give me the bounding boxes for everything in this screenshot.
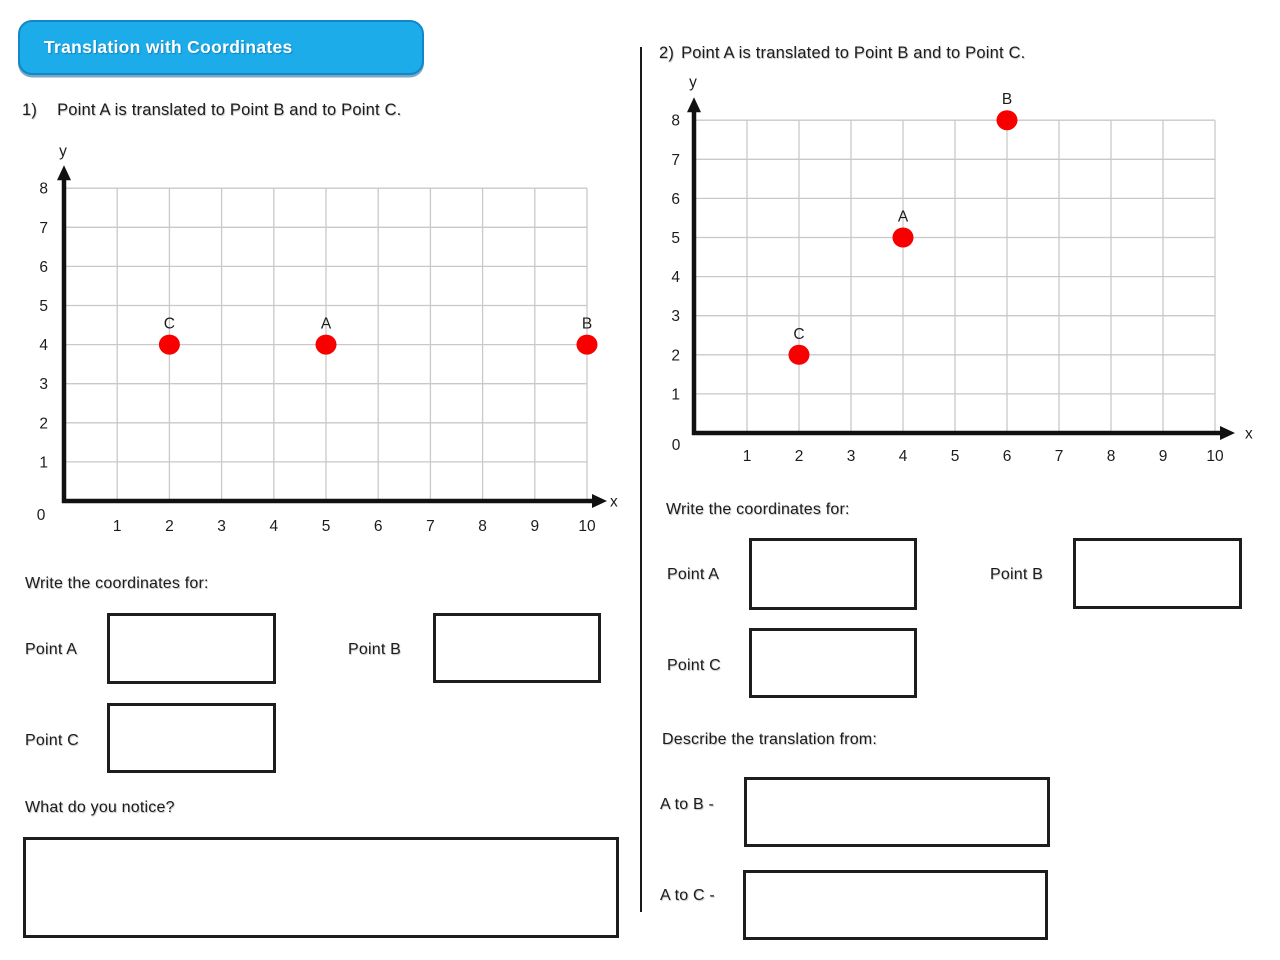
svg-text:2: 2	[795, 448, 804, 465]
svg-text:5: 5	[671, 230, 680, 247]
a-to-c-answer-box[interactable]	[743, 870, 1048, 940]
svg-text:8: 8	[1107, 448, 1116, 465]
svg-text:10: 10	[1206, 448, 1224, 465]
svg-text:4: 4	[39, 337, 48, 354]
svg-text:6: 6	[1003, 448, 1012, 465]
svg-text:7: 7	[426, 518, 435, 535]
notice-answer-box[interactable]	[23, 837, 619, 938]
svg-text:9: 9	[1159, 448, 1168, 465]
point-a-label-2: Point A	[667, 566, 720, 583]
point-b-answer-box-1[interactable]	[433, 613, 601, 683]
svg-text:4: 4	[671, 269, 680, 286]
svg-text:7: 7	[1055, 448, 1064, 465]
svg-text:A: A	[321, 316, 332, 333]
a-to-b-label: A to B -	[660, 796, 715, 813]
svg-text:6: 6	[671, 191, 680, 208]
svg-text:3: 3	[671, 308, 680, 325]
svg-text:9: 9	[530, 518, 539, 535]
point-c-answer-box-1[interactable]	[107, 703, 276, 773]
svg-text:0: 0	[672, 437, 681, 454]
describe-translation-label: Describe the translation from:	[662, 731, 877, 748]
svg-text:4: 4	[269, 518, 278, 535]
question-2-text: Point A is translated to Point B and to …	[681, 44, 1026, 62]
point-a-answer-box-2[interactable]	[749, 538, 917, 610]
svg-text:8: 8	[39, 181, 48, 198]
svg-text:B: B	[1002, 91, 1012, 108]
svg-text:3: 3	[217, 518, 226, 535]
point-c-answer-box-2[interactable]	[749, 628, 917, 698]
a-to-b-answer-box[interactable]	[744, 777, 1050, 847]
svg-text:C: C	[164, 316, 175, 333]
svg-text:6: 6	[39, 259, 48, 276]
question-1-heading: 1) Point A is translated to Point B and …	[22, 101, 401, 120]
question-2-number: 2)	[659, 44, 675, 62]
svg-text:A: A	[898, 209, 909, 226]
svg-text:1: 1	[113, 518, 122, 535]
worksheet-title-banner: Translation with Coordinates	[18, 20, 424, 75]
svg-text:y: y	[59, 143, 67, 160]
coordinate-grid-2: 1 2 3 4 5 6 7 8 9 10 1 2 3 4 5 6 7 8 0 y x C A B	[671, 74, 1253, 465]
svg-text:5: 5	[322, 518, 331, 535]
coordinate-grid-1: 1 2 3 4 5 6 7 8 9 10 1 2 3 4 5 6 7 8 0 y x C A B	[37, 143, 618, 535]
question-2-heading: 2) Point A is translated to Point B and …	[659, 44, 1025, 63]
point-b-answer-box-2[interactable]	[1073, 538, 1242, 609]
svg-text:1: 1	[671, 386, 680, 403]
svg-text:5: 5	[39, 298, 48, 315]
write-coordinates-label-1: Write the coordinates for:	[25, 575, 209, 592]
question-1-number: 1)	[22, 101, 38, 119]
svg-text:1: 1	[39, 454, 48, 471]
svg-text:4: 4	[899, 448, 908, 465]
svg-text:3: 3	[847, 448, 856, 465]
point-a-answer-box-1[interactable]	[107, 613, 276, 684]
svg-text:y: y	[689, 74, 697, 91]
svg-text:x: x	[1245, 426, 1253, 443]
svg-text:5: 5	[951, 448, 960, 465]
point-a-label-1: Point A	[25, 641, 78, 658]
svg-text:3: 3	[39, 376, 48, 393]
svg-text:2: 2	[39, 415, 48, 432]
column-divider	[640, 47, 642, 912]
point-c-label-1: Point C	[25, 732, 79, 749]
point-b-label-1: Point B	[348, 641, 401, 658]
svg-text:8: 8	[478, 518, 487, 535]
svg-text:7: 7	[39, 220, 48, 237]
svg-text:6: 6	[374, 518, 383, 535]
worksheet-title: Translation with Coordinates	[44, 37, 293, 57]
svg-text:7: 7	[671, 152, 680, 169]
point-c-label-2: Point C	[667, 657, 721, 674]
write-coordinates-label-2: Write the coordinates for:	[666, 501, 850, 518]
svg-text:0: 0	[37, 507, 46, 524]
svg-text:2: 2	[671, 347, 680, 364]
a-to-c-label: A to C -	[660, 887, 715, 904]
svg-text:10: 10	[578, 518, 596, 535]
svg-text:x: x	[610, 494, 618, 511]
point-b-label-2: Point B	[990, 566, 1043, 583]
question-1-text: Point A is translated to Point B and to …	[57, 101, 402, 119]
svg-text:8: 8	[671, 113, 680, 130]
svg-text:B: B	[582, 316, 592, 333]
svg-text:1: 1	[743, 448, 752, 465]
notice-question-label: What do you notice?	[25, 799, 175, 816]
svg-text:2: 2	[165, 518, 174, 535]
svg-text:C: C	[793, 326, 804, 343]
